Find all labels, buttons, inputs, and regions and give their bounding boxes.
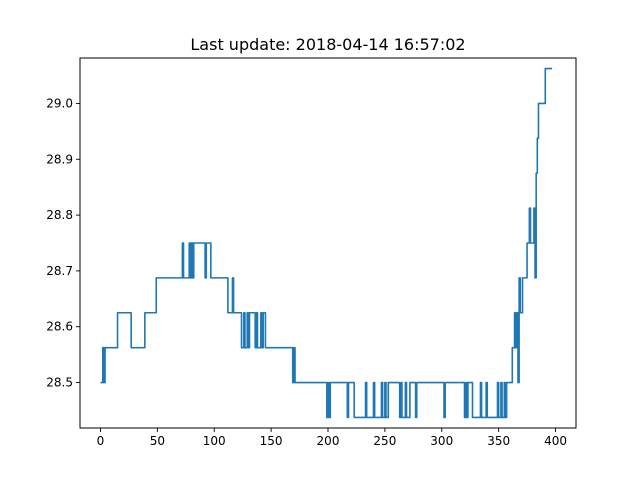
- plot-frame: [79, 57, 577, 429]
- x-tick-label: 200: [317, 434, 340, 448]
- x-axis: 0 50 100 150 200 250 300 350 400: [97, 428, 567, 448]
- y-tick-label: 28.9: [46, 152, 73, 166]
- series-layer: [100, 67, 553, 419]
- x-tick-label: 350: [487, 434, 510, 448]
- x-tick-label: 100: [203, 434, 226, 448]
- x-tick-label: 50: [150, 434, 165, 448]
- series-line-0: [100, 67, 553, 419]
- x-tick-label: 400: [544, 434, 567, 448]
- x-tick-label: 0: [97, 434, 105, 448]
- y-tick-label: 28.8: [46, 208, 73, 222]
- chart-title: Last update: 2018-04-14 16:57:02: [190, 35, 465, 54]
- y-tick-label: 28.5: [46, 376, 73, 390]
- y-axis: 28.5 28.6 28.7 28.8 28.9 29.0: [46, 96, 80, 390]
- x-tick-label: 300: [430, 434, 453, 448]
- x-tick-label: 150: [260, 434, 283, 448]
- y-tick-label: 29.0: [46, 96, 73, 110]
- y-tick-label: 28.6: [46, 320, 73, 334]
- y-tick-label: 28.7: [46, 264, 73, 278]
- x-tick-label: 250: [373, 434, 396, 448]
